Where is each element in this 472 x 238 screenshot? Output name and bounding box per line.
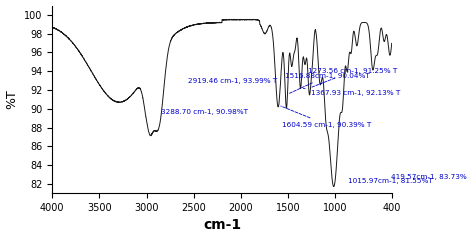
Text: 1604.59 cm-1, 90.39% T: 1604.59 cm-1, 90.39% T [281, 106, 371, 128]
Y-axis label: %T: %T [6, 89, 18, 109]
Text: 419.57cm-1, 83.73%: 419.57cm-1, 83.73% [391, 174, 466, 180]
Text: 2919.46 cm-1, 93.99% T: 2919.46 cm-1, 93.99% T [188, 78, 277, 84]
Text: 1015.97cm-1, 81.55%T: 1015.97cm-1, 81.55%T [348, 178, 433, 184]
Text: 1516.88cm-1, 90.04%T: 1516.88cm-1, 90.04%T [285, 73, 370, 94]
X-axis label: cm-1: cm-1 [203, 218, 241, 233]
Text: 3288.70 cm-1, 90.98%T: 3288.70 cm-1, 90.98%T [160, 109, 248, 114]
Text: 1367.93 cm-1, 92.13% T: 1367.93 cm-1, 92.13% T [303, 88, 400, 96]
Text: 1273.56 cm-1, 91.25% T: 1273.56 cm-1, 91.25% T [308, 68, 397, 87]
